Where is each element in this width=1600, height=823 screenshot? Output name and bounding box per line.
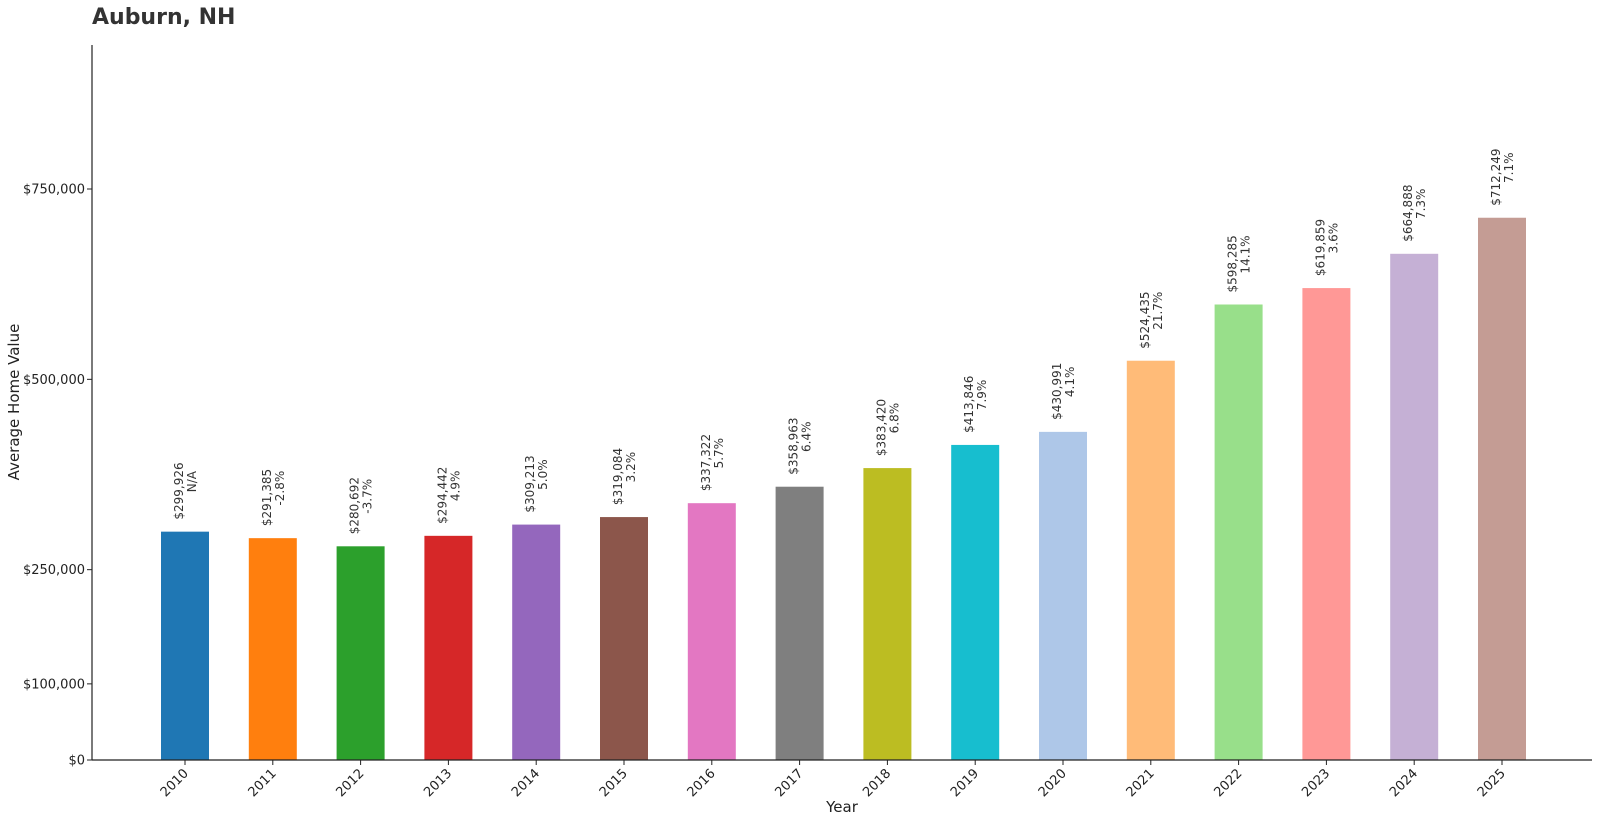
bar-2022 (1214, 304, 1263, 760)
bar-2010 (161, 531, 209, 760)
data-label-value: $383,420 (874, 399, 888, 456)
x-tick-label: 2020 (1036, 766, 1070, 800)
x-tick-label: 2023 (1299, 766, 1333, 800)
data-label-change: 14.1% (1239, 235, 1253, 273)
data-label-value: $712,249 (1489, 148, 1503, 205)
data-label-value: $309,213 (523, 455, 537, 512)
plot-area: $0 $100,000 $250,000 $500,000 $750,000 2010 $2… (23, 148, 1526, 800)
data-label-change: 21.7% (1151, 292, 1165, 330)
bar-2021 (1126, 360, 1175, 760)
data-label-value: $664,888 (1401, 185, 1415, 242)
bar-2020 (1039, 431, 1087, 760)
x-tick-label: 2022 (1211, 766, 1245, 800)
bar-2025 (1478, 217, 1526, 760)
x-axis-label: Year (825, 798, 859, 816)
data-label-value: $619,859 (1313, 219, 1327, 276)
data-label-value: $358,963 (787, 417, 801, 474)
x-tick-label: 2015 (597, 766, 631, 800)
data-label-change: N/A (185, 470, 199, 492)
data-label-value: $337,322 (699, 434, 713, 491)
x-tick-label: 2012 (333, 766, 367, 800)
x-tick-label: 2014 (509, 766, 543, 800)
bar-2012 (336, 546, 385, 760)
chart-title: Auburn, NH (92, 5, 235, 30)
bar-2015 (600, 517, 648, 760)
data-label-change: -2.8% (273, 471, 287, 506)
data-label-value: $598,285 (1226, 235, 1240, 292)
x-tick-label: 2021 (1124, 766, 1158, 800)
data-label-value: $294,442 (435, 467, 449, 524)
x-tick-label: 2013 (421, 766, 455, 800)
data-label-change: 3.2% (624, 452, 638, 483)
y-tick-label: $250,000 (23, 563, 85, 578)
data-label-change: 3.6% (1326, 223, 1340, 254)
data-label-value: $524,435 (1138, 291, 1152, 348)
data-label-value: $319,084 (611, 448, 625, 505)
y-axis-label: Average Home Value (5, 324, 23, 481)
bar-2019 (951, 444, 1000, 760)
bar-2013 (424, 535, 473, 760)
bar-2017 (775, 486, 824, 760)
data-label-value: $413,846 (962, 376, 976, 433)
data-label-change: 5.0% (536, 459, 550, 490)
data-label-value: $299,926 (172, 462, 186, 519)
x-tick-label: 2025 (1475, 766, 1509, 800)
data-label-value: $430,991 (1050, 363, 1064, 420)
x-tick-label: 2024 (1387, 766, 1421, 800)
bar-2023 (1302, 288, 1351, 760)
data-label-change: 7.3% (1414, 189, 1428, 220)
x-tick-label: 2010 (158, 766, 192, 800)
y-tick-label: $750,000 (23, 183, 85, 198)
bar-2014 (512, 524, 561, 760)
bar-2024 (1390, 253, 1439, 761)
data-label-change: 7.1% (1502, 152, 1516, 183)
data-label-change: 4.1% (1063, 367, 1077, 398)
data-label-value: $280,692 (348, 477, 362, 534)
x-tick-label: 2011 (246, 766, 280, 800)
x-tick-label: 2019 (948, 766, 982, 800)
data-label-value: $291,385 (260, 469, 274, 526)
y-tick-label: $500,000 (23, 373, 85, 388)
data-label-change: 5.7% (712, 438, 726, 469)
data-label-change: 4.9% (448, 471, 462, 502)
y-tick-label: $100,000 (23, 677, 85, 692)
bar-2016 (687, 503, 736, 760)
x-tick-label: 2017 (772, 766, 806, 800)
data-label-change: 6.8% (887, 403, 901, 434)
x-tick-label: 2016 (685, 766, 719, 800)
data-label-change: 6.4% (800, 421, 814, 452)
bar-2011 (248, 538, 297, 760)
y-tick-label: $0 (68, 754, 85, 769)
bar-2018 (863, 468, 912, 760)
data-label-change: 7.9% (975, 380, 989, 411)
data-label-change: -3.7% (361, 479, 375, 514)
x-tick-label: 2018 (860, 766, 894, 800)
